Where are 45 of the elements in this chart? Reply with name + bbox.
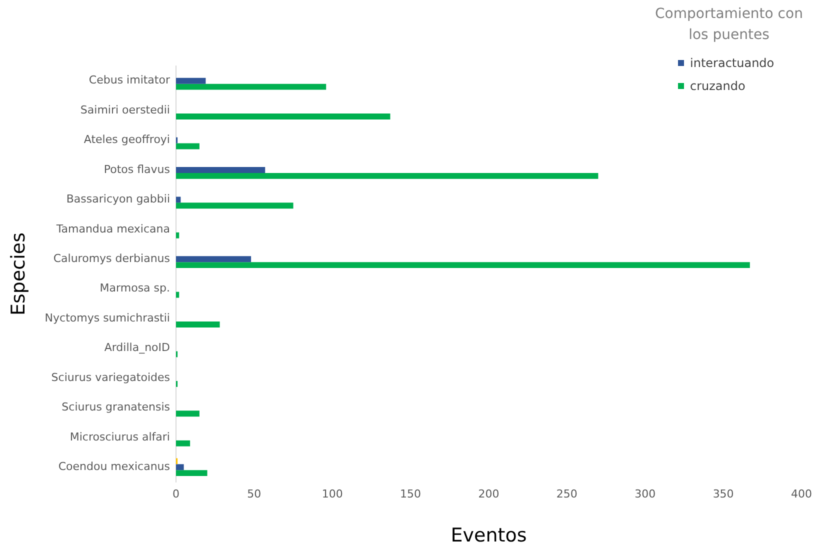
y-tick-label: Caluromys derbianus	[53, 252, 170, 265]
bar	[176, 172, 598, 179]
x-tick-label: 0	[172, 487, 180, 500]
x-tick-label: 100	[322, 487, 343, 500]
y-tick-label: Marmosa sp.	[100, 282, 170, 295]
bar	[176, 84, 326, 90]
x-tick-label: 50	[247, 487, 262, 500]
bar	[176, 410, 200, 417]
bar	[176, 440, 190, 446]
y-tick-label: Coendou mexicanus	[58, 460, 170, 473]
legend-label: cruzando	[690, 79, 746, 93]
y-tick-label: Saimiri oerstedii	[80, 103, 170, 116]
bar	[176, 232, 180, 238]
x-tick-label: 200	[478, 487, 500, 500]
bar	[176, 114, 390, 120]
y-tick-label: Bassaricyon gabbii	[66, 192, 170, 206]
bar	[176, 78, 206, 84]
x-axis-title: Eventos	[450, 524, 527, 547]
x-tick-label: 400	[791, 487, 812, 500]
y-tick-label: Sciurus variegatoides	[51, 370, 170, 384]
bar	[176, 143, 200, 150]
legend-title: Comportamiento con los puentes	[654, 5, 804, 45]
bar	[176, 167, 266, 173]
bar	[176, 202, 294, 209]
y-tick-label: Nyctomys sumichrastii	[44, 311, 170, 324]
bar	[176, 256, 252, 262]
y-axis-title: Especies	[7, 232, 30, 316]
x-tick-label: 350	[712, 487, 734, 500]
bar	[176, 322, 220, 328]
y-tick-label: Potos flavus	[104, 162, 170, 176]
bar	[176, 470, 208, 476]
bar	[176, 196, 181, 203]
y-tick-label: Tamandua mexicana	[55, 222, 170, 236]
bar	[176, 464, 184, 470]
y-tick-label: Sciurus granatensis	[62, 400, 170, 414]
y-tick-label: Ardilla_noID	[104, 341, 170, 354]
bar	[176, 292, 180, 298]
y-tick-label: Microsciurus alfari	[70, 430, 170, 444]
x-tick-label: 300	[634, 487, 656, 500]
bar	[176, 262, 750, 268]
y-tick-label: Cebus imitator	[88, 74, 170, 87]
x-tick-label: 150	[400, 487, 422, 500]
y-tick-label: Ateles geoffroyi	[84, 133, 170, 146]
x-tick-label: 250	[556, 487, 578, 500]
legend-label: interactuando	[690, 56, 774, 70]
